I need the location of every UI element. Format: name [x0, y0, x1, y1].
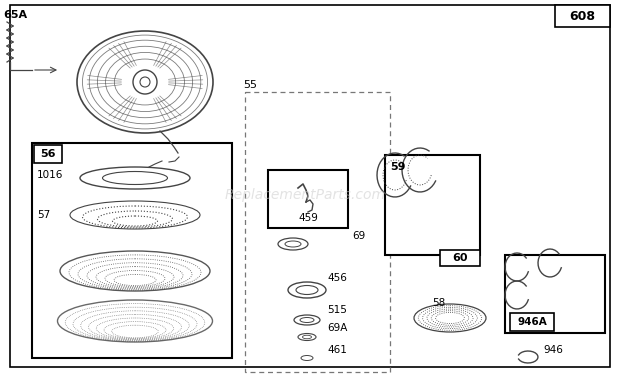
- Text: 515: 515: [327, 305, 347, 315]
- Bar: [440, 250, 480, 266]
- Text: 55: 55: [243, 80, 257, 90]
- Text: 65A: 65A: [3, 10, 27, 20]
- Bar: [245, 92, 390, 372]
- Text: 58: 58: [432, 298, 445, 308]
- Text: 59: 59: [390, 162, 405, 172]
- Text: 461: 461: [327, 345, 347, 355]
- Text: 456: 456: [327, 273, 347, 283]
- Bar: [385, 155, 480, 255]
- Text: 60: 60: [452, 253, 467, 263]
- Bar: [34, 145, 62, 163]
- Bar: [505, 255, 605, 333]
- Text: 608: 608: [570, 9, 595, 22]
- Text: 56: 56: [40, 149, 56, 159]
- Text: 69: 69: [352, 231, 365, 241]
- Text: 946: 946: [543, 345, 563, 355]
- Bar: [268, 170, 348, 228]
- Bar: [510, 313, 554, 331]
- Text: 1016: 1016: [37, 170, 63, 180]
- Bar: [32, 143, 232, 358]
- Text: ReplacementParts.com: ReplacementParts.com: [224, 188, 386, 202]
- Text: 946A: 946A: [517, 317, 547, 327]
- Text: 69A: 69A: [327, 323, 347, 333]
- Text: 459: 459: [298, 213, 318, 223]
- Bar: [555, 5, 610, 27]
- Text: 57: 57: [37, 210, 50, 220]
